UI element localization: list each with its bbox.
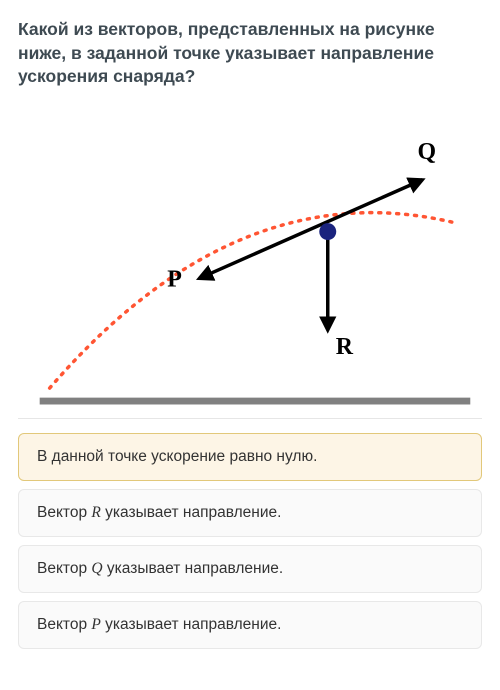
- answer-option-3[interactable]: Вектор P указывает направление.: [18, 601, 482, 649]
- answer-option-1[interactable]: Вектор R указывает направление.: [18, 489, 482, 537]
- diagram-svg: Q P R: [18, 109, 482, 418]
- option-suffix: указывает направление.: [101, 616, 282, 633]
- label-r: R: [336, 334, 354, 360]
- option-var: P: [91, 616, 100, 633]
- option-suffix: указывает направление.: [103, 560, 284, 577]
- projectile-point: [319, 223, 336, 240]
- option-prefix: В данной точке ускорение равно нулю.: [37, 448, 317, 465]
- option-var: R: [91, 504, 100, 521]
- trajectory-diagram: Q P R: [18, 109, 482, 419]
- options-list: В данной точке ускорение равно нулю. Вект…: [18, 433, 482, 649]
- option-var: Q: [91, 560, 102, 577]
- label-p: P: [167, 266, 182, 292]
- vector-pq: [199, 180, 422, 279]
- answer-option-0[interactable]: В данной точке ускорение равно нулю.: [18, 433, 482, 481]
- question-title: Какой из векторов, представленных на рис…: [18, 18, 482, 89]
- option-suffix: указывает направление.: [101, 504, 282, 521]
- trajectory-curve: [50, 213, 459, 388]
- option-prefix: Вектор: [37, 560, 91, 577]
- label-q: Q: [417, 139, 436, 165]
- answer-option-2[interactable]: Вектор Q указывает направление.: [18, 545, 482, 593]
- option-prefix: Вектор: [37, 504, 91, 521]
- option-prefix: Вектор: [37, 616, 91, 633]
